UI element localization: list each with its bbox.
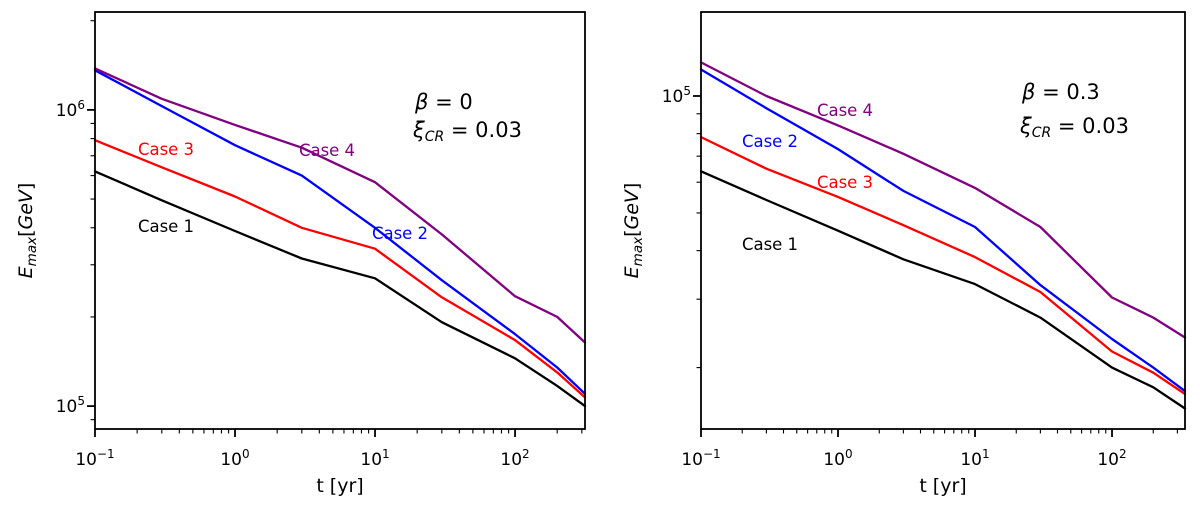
y-axis-label: Emax[GeV] xyxy=(15,183,40,279)
case-label-case-1: Case 1 xyxy=(742,235,798,254)
series-line-case-2 xyxy=(699,68,1187,393)
x-tick-label: 101 xyxy=(360,447,389,470)
x-tick-label: 102 xyxy=(500,447,529,470)
series-line-case-4 xyxy=(699,61,1187,339)
case-label-case-1: Case 1 xyxy=(138,217,194,236)
plot-box-spines xyxy=(94,11,586,430)
case-label-case-4: Case 4 xyxy=(299,141,355,160)
series-line-case-3 xyxy=(699,135,1187,396)
xi-cr-annotation: ξCR = 0.03 xyxy=(412,118,522,145)
x-tick-label: 100 xyxy=(220,447,249,470)
x-tick-label: 10−1 xyxy=(681,447,720,470)
series-line-case-1 xyxy=(699,170,1187,410)
series-line-case-4 xyxy=(93,67,587,344)
case-label-case-3: Case 3 xyxy=(817,173,873,192)
case-label-case-2: Case 2 xyxy=(372,224,428,243)
x-tick-label: 101 xyxy=(960,447,989,470)
y-axis-label: Emax[GeV] xyxy=(621,183,646,279)
beta-annotation: β = 0.3 xyxy=(1021,80,1100,104)
x-tick-label: 102 xyxy=(1097,447,1126,470)
series-line-case-2 xyxy=(93,69,587,395)
series-line-case-3 xyxy=(93,139,587,399)
y-tick-label: 106 xyxy=(56,98,85,121)
y-tick-label: 105 xyxy=(662,84,691,107)
x-tick-label: 10−1 xyxy=(75,447,114,470)
case-label-case-4: Case 4 xyxy=(817,101,873,120)
y-tick-label: 105 xyxy=(56,394,85,417)
x-axis-label: t [yr] xyxy=(919,475,966,497)
x-axis-label: t [yr] xyxy=(316,475,363,497)
beta-annotation: β = 0 xyxy=(414,90,473,114)
series-line-case-1 xyxy=(93,170,587,408)
panel-right: 10−1 100 101 102 105 t [yr] Emax[GeV] Case 1 Cas… xyxy=(621,11,1187,497)
xi-cr-annotation: ξCR = 0.03 xyxy=(1019,114,1129,141)
case-label-case-3: Case 3 xyxy=(138,140,194,159)
x-tick-label: 100 xyxy=(823,447,852,470)
plot-box-spines xyxy=(700,11,1186,430)
panel-left: 10−1 100 101 102 105 106 t [yr] Emax[GeV] Case 1… xyxy=(15,11,587,497)
case-label-case-2: Case 2 xyxy=(742,132,798,151)
